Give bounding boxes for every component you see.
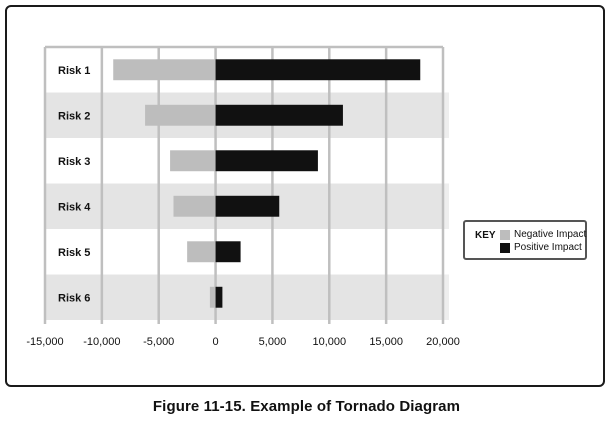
legend-entry-negative: Negative Impact [500, 229, 586, 241]
legend-label-positive: Positive Impact [514, 242, 582, 253]
bar-negative [170, 150, 216, 172]
row-band-extension [443, 92, 449, 138]
bar-negative [173, 195, 216, 217]
bar-positive [215, 286, 223, 308]
bar-negative [187, 241, 216, 263]
legend-title: KEY [475, 230, 496, 241]
category-label: Risk 1 [58, 65, 90, 77]
legend-swatch-negative [500, 230, 510, 240]
bar-negative [145, 104, 216, 126]
bar-negative [209, 286, 216, 308]
bar-positive [215, 241, 241, 263]
x-tick-label: 10,000 [312, 336, 346, 348]
x-tick-label: 15,000 [369, 336, 403, 348]
x-tick-label: -10,000 [83, 336, 120, 348]
category-cell [45, 47, 103, 93]
figure-caption: Figure 11-15. Example of Tornado Diagram [152, 398, 461, 415]
legend-swatch-positive [500, 243, 510, 253]
x-tick-label: 20,000 [426, 336, 460, 348]
category-label: Risk 6 [58, 292, 90, 304]
legend-entry-positive: Positive Impact [500, 242, 582, 254]
x-tick-label: 0 [213, 336, 219, 348]
category-cell [45, 138, 103, 184]
bar-negative [113, 59, 216, 81]
bar-positive [215, 195, 280, 217]
row-band-extension [443, 274, 449, 320]
category-cell [45, 183, 103, 229]
row-band-extension [443, 183, 449, 229]
legend-label-negative: Negative Impact [514, 229, 587, 240]
bar-positive [215, 104, 343, 126]
category-label: Risk 3 [58, 156, 90, 168]
x-tick-label: 5,000 [259, 336, 287, 348]
category-label: Risk 5 [58, 247, 90, 259]
category-cell [45, 274, 103, 320]
category-label: Risk 4 [58, 201, 91, 213]
bar-positive [215, 59, 421, 81]
category-cell [45, 92, 103, 138]
legend: KEY Negative Impact Positive Impact [463, 220, 587, 260]
x-tick-label: -15,000 [26, 336, 63, 348]
category-label: Risk 2 [58, 110, 90, 122]
category-cell [45, 229, 103, 275]
bar-positive [215, 150, 318, 172]
x-tick-label: -5,000 [143, 336, 174, 348]
